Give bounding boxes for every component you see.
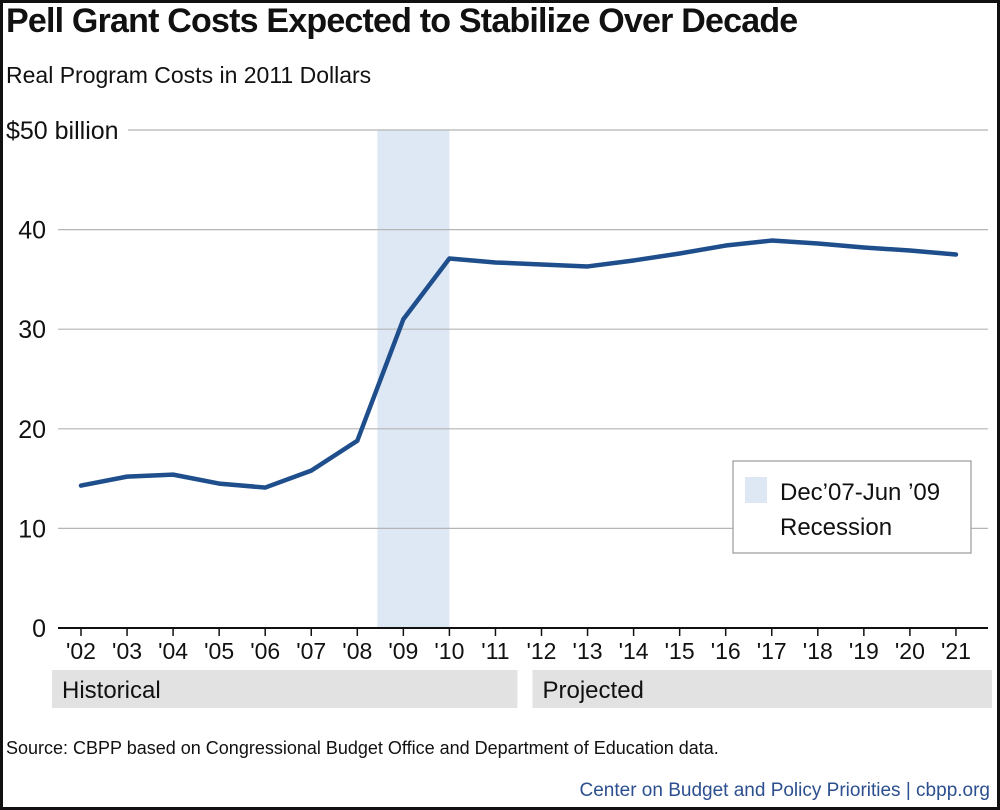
x-tick-label: '06	[250, 638, 280, 664]
data-point	[401, 317, 406, 322]
data-point	[493, 260, 498, 265]
period-bar-historical	[52, 670, 518, 708]
pell-grant-chart: 0 10 20 30 40 $50 billion '02 '03 '04 '05 '06 '07 '0…	[6, 117, 992, 708]
x-tick-label: '03	[112, 638, 142, 664]
data-point	[171, 472, 176, 477]
period-bar-projected	[532, 670, 992, 708]
legend-label-line1: Dec’07-Jun ’09	[780, 479, 940, 506]
data-point	[585, 264, 590, 269]
y-tick-label: 10	[18, 515, 46, 543]
y-tick-label: $50 billion	[6, 117, 119, 145]
data-point	[355, 438, 360, 443]
x-tick-label: '08	[342, 638, 372, 664]
y-tick-label: 20	[18, 416, 46, 444]
y-tick-label: 30	[18, 316, 46, 344]
x-tick-label: '02	[66, 638, 96, 664]
credit-line: Center on Budget and Policy Priorities |…	[579, 780, 991, 801]
data-point	[631, 258, 636, 263]
data-point	[217, 481, 222, 486]
data-point	[447, 256, 452, 261]
data-point	[953, 252, 958, 257]
x-tick-label: '07	[296, 638, 326, 664]
recession-shading	[377, 130, 450, 628]
source-note: Source: CBPP based on Congressional Budg…	[6, 738, 719, 758]
x-tick-label: '16	[711, 638, 741, 664]
chart-title: Pell Grant Costs Expected to Stabilize O…	[6, 2, 798, 40]
data-point	[263, 485, 268, 490]
y-tick-label: 0	[32, 615, 46, 643]
x-tick-label: '09	[388, 638, 418, 664]
x-tick-label: '10	[434, 638, 464, 664]
legend-swatch	[745, 477, 767, 503]
series-line	[78, 238, 959, 490]
data-point	[723, 243, 728, 248]
period-label-historical: Historical	[62, 677, 161, 704]
x-tick-label: '19	[849, 638, 879, 664]
data-point	[907, 248, 912, 253]
y-tick-label: 40	[18, 217, 46, 245]
x-tick-label: '20	[895, 638, 925, 664]
data-point	[309, 468, 314, 473]
data-point	[861, 245, 866, 250]
x-tick-label: '17	[757, 638, 787, 664]
period-label-projected: Projected	[543, 677, 644, 704]
x-tick-label: '13	[573, 638, 603, 664]
data-point	[815, 241, 820, 246]
legend-box	[732, 460, 972, 554]
x-tick-label: '04	[158, 638, 188, 664]
x-tick-label: '14	[619, 638, 649, 664]
data-point	[677, 251, 682, 256]
x-tick-label: '05	[204, 638, 234, 664]
data-point	[79, 483, 83, 488]
legend-label-line2: Recession	[780, 514, 892, 541]
x-tick-label: '15	[665, 638, 695, 664]
x-tick-label: '11	[481, 638, 509, 664]
x-tick-label: '18	[803, 638, 833, 664]
chart-subtitle: Real Program Costs in 2011 Dollars	[6, 62, 372, 88]
data-point	[769, 238, 774, 243]
x-tick-label: '21	[941, 638, 971, 664]
x-tick-label: '12	[527, 638, 557, 664]
data-point	[539, 262, 544, 267]
data-point	[125, 474, 130, 479]
